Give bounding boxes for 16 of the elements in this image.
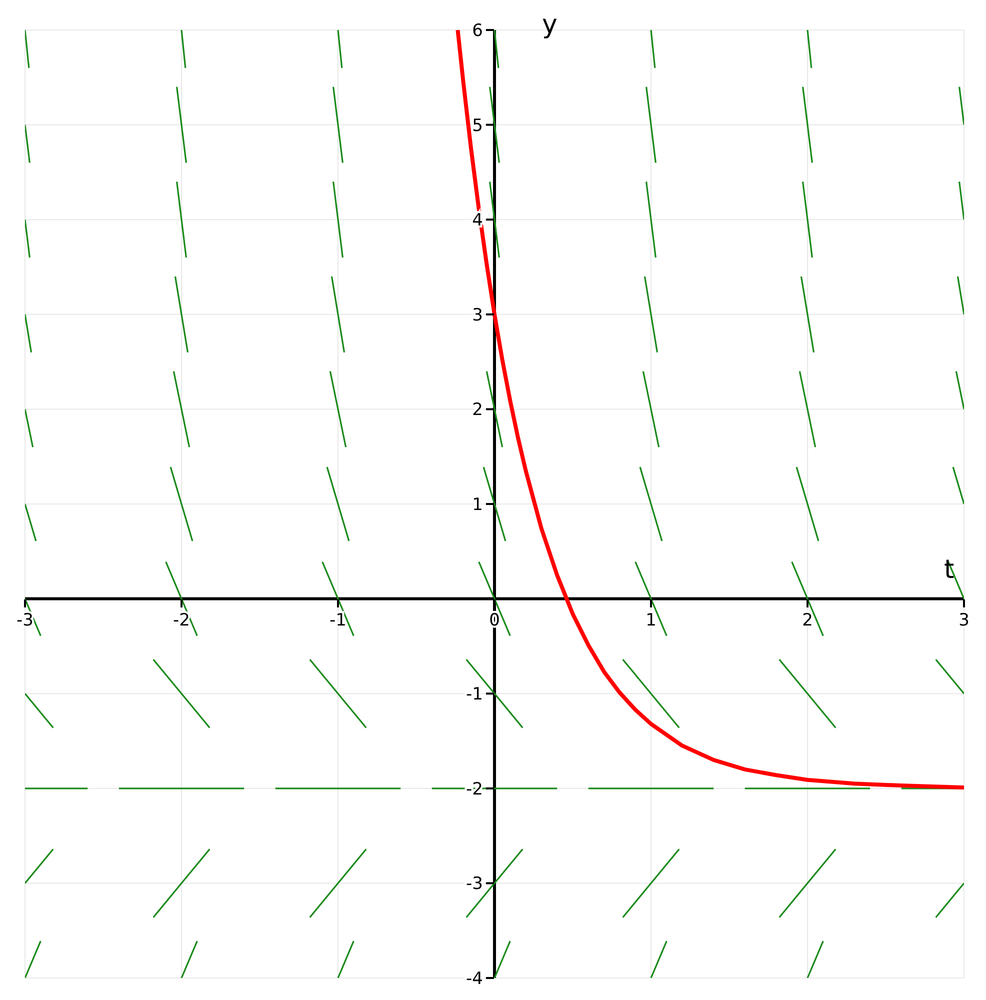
x-tick-label: 3 bbox=[958, 610, 970, 630]
y-axis-title: y bbox=[542, 10, 558, 40]
x-axis-title: t bbox=[944, 555, 954, 586]
x-tick-label: -1 bbox=[330, 610, 346, 630]
y-tick-label: 1 bbox=[472, 495, 483, 515]
x-tick-label: 1 bbox=[646, 610, 656, 630]
y-tick-label: -4 bbox=[466, 969, 483, 989]
y-tick-label: 2 bbox=[472, 400, 483, 420]
y-tick-label: -3 bbox=[466, 874, 483, 894]
x-tick-label: 2 bbox=[802, 610, 813, 630]
y-tick-label: 5 bbox=[472, 116, 483, 136]
y-tick-label: -1 bbox=[466, 684, 483, 705]
y-tick-label: 3 bbox=[472, 305, 483, 326]
x-tick-label: -3 bbox=[16, 610, 34, 630]
y-tick-label: 6 bbox=[472, 21, 483, 41]
x-tick-label: -2 bbox=[173, 610, 190, 630]
